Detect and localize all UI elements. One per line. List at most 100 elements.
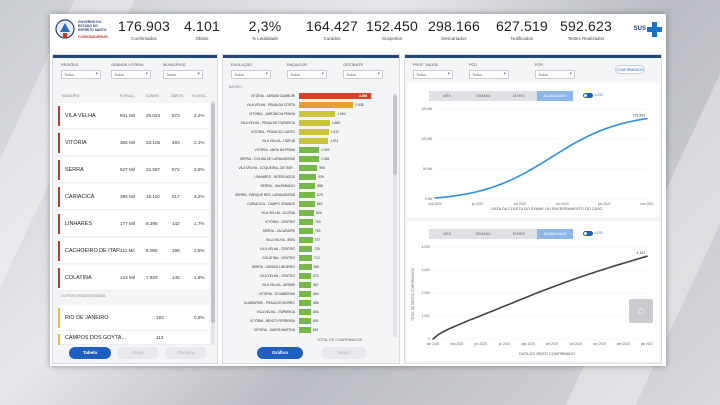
tabela-button[interactable]: Tabela [69, 347, 111, 359]
scrollbar-thumb[interactable] [393, 95, 397, 175]
data-point[interactable] [646, 117, 648, 120]
filter-dropdown[interactable]: Todos [61, 70, 101, 79]
data-point[interactable] [635, 258, 638, 261]
filter-dropdown[interactable]: Todos [413, 70, 453, 79]
mapa-button[interactable]: Mapa [117, 347, 159, 359]
mapa-button[interactable]: Mapa [321, 347, 367, 359]
data-point[interactable] [432, 338, 434, 340]
bar[interactable] [299, 102, 354, 108]
data-point[interactable] [528, 295, 531, 297]
mes-toggle[interactable]: MÊS [429, 229, 465, 239]
table-row[interactable]: SERRA 527 Mil 22.587 572 2,5% [58, 157, 209, 183]
series-line[interactable] [434, 117, 648, 199]
column-header[interactable]: % LETAL... [192, 94, 209, 98]
data-point[interactable] [603, 128, 606, 130]
data-point[interactable] [635, 119, 638, 122]
data-point[interactable] [592, 271, 595, 274]
data-point[interactable] [455, 194, 457, 197]
acumulado-toggle[interactable]: ACUMULADO [537, 91, 573, 101]
data-point[interactable] [614, 124, 616, 127]
data-point[interactable] [625, 121, 627, 124]
log-switch[interactable] [583, 93, 593, 98]
data-point[interactable] [517, 299, 520, 302]
data-point[interactable] [444, 196, 447, 198]
data-point[interactable] [540, 162, 542, 165]
bar[interactable] [299, 309, 312, 315]
data-point[interactable] [614, 265, 616, 267]
data-point[interactable] [646, 255, 648, 258]
column-header[interactable]: CONFIR... [146, 94, 162, 98]
bar[interactable] [299, 237, 313, 243]
bar[interactable] [299, 183, 316, 189]
home-icon[interactable]: ⌂ [629, 299, 653, 323]
filter-prof-saude[interactable]: PROF. SAÚDE Todos [413, 63, 453, 79]
table-row[interactable]: CACHOEIRO DE ITAP... 211 Mil 8.056 198 2,5% [58, 238, 209, 264]
column-header[interactable]: POPULA... [120, 94, 137, 98]
filter-regioes[interactable]: REGIÕES Todos [61, 63, 101, 79]
data-point[interactable] [487, 187, 489, 190]
data-point[interactable] [497, 184, 500, 186]
table-row[interactable]: CAMPOS DOS GOYTA... 113 [58, 331, 209, 345]
data-point[interactable] [572, 143, 574, 146]
filter-dropdown[interactable]: Todos [111, 70, 151, 79]
bar[interactable] [299, 156, 319, 162]
ranking-button[interactable]: Ranking [165, 347, 207, 359]
bar[interactable] [299, 291, 312, 297]
bar[interactable] [299, 147, 320, 153]
bar[interactable] [299, 138, 329, 144]
confirmados-info-button[interactable]: CONFIRMADOS [615, 65, 645, 74]
table-row[interactable]: LINHARES 177 Mil 8.395 142 1,7% [58, 211, 209, 237]
data-point[interactable] [442, 330, 445, 333]
filter-grande-vitoria[interactable]: GRANDE VITÓRIA Todos [111, 63, 151, 79]
data-point[interactable] [549, 286, 552, 289]
data-point[interactable] [434, 197, 436, 199]
filter-dropdown[interactable]: Todos [535, 70, 575, 79]
table-row[interactable]: RIO DE JANEIRO 193 0,5% [58, 305, 209, 331]
mes-toggle[interactable]: MÊS [429, 91, 465, 101]
data-point[interactable] [582, 137, 585, 140]
data-point[interactable] [582, 275, 584, 277]
data-point[interactable] [475, 316, 477, 319]
data-point[interactable] [624, 261, 627, 264]
filter-pcr[interactable]: PCR Todos [535, 63, 575, 79]
bar[interactable] [299, 246, 313, 252]
data-point[interactable] [508, 179, 510, 182]
grafico-button[interactable]: Gráfico [257, 347, 303, 359]
series-line[interactable] [432, 255, 648, 340]
data-point[interactable] [603, 268, 605, 270]
bar[interactable] [299, 129, 329, 135]
data-point[interactable] [485, 312, 488, 315]
diario-toggle[interactable]: DIÁRIO [501, 91, 537, 101]
bar[interactable] [299, 120, 330, 126]
bar[interactable] [299, 264, 312, 270]
semana-toggle[interactable]: SEMANA [465, 91, 501, 101]
filter-evolucao[interactable]: EVOLUÇÃO Todos [231, 63, 271, 79]
table-row[interactable]: VITÓRIA 366 Mil 23.105 493 2,1% [58, 130, 209, 156]
bar[interactable] [299, 255, 313, 261]
table-row[interactable]: VILA VELHA 501 Mil 26.023 573 2,2% [58, 103, 209, 129]
data-point[interactable] [496, 308, 498, 310]
data-point[interactable] [560, 282, 563, 285]
bar[interactable] [299, 282, 312, 288]
filter-gestante[interactable]: GESTANTE Todos [343, 63, 383, 79]
acumulado-toggle[interactable]: ACUMULADO [537, 229, 573, 239]
filter-pcd[interactable]: PCD Todos [469, 63, 509, 79]
filter-dropdown[interactable]: Todos [231, 70, 271, 79]
data-point[interactable] [476, 190, 479, 193]
bar[interactable] [299, 228, 313, 234]
data-point[interactable] [519, 174, 521, 177]
data-point[interactable] [550, 156, 553, 158]
scrollbar-thumb[interactable] [211, 103, 215, 323]
filter-municipios[interactable]: MUNICÍPIOS Todos [163, 63, 203, 79]
table-row[interactable]: CARIACICA 386 Mil 16.110 517 3,2% [58, 184, 209, 210]
bar[interactable] [299, 327, 311, 333]
filter-dropdown[interactable]: Todos [287, 70, 327, 79]
data-point[interactable] [453, 325, 456, 328]
filter-dropdown[interactable]: Todos [469, 70, 509, 79]
data-point[interactable] [529, 169, 532, 171]
filter-dropdown[interactable]: Todos [163, 70, 203, 79]
scrollbar[interactable] [393, 93, 397, 337]
data-point[interactable] [507, 303, 509, 306]
bar[interactable] [299, 210, 315, 216]
bar[interactable] [299, 273, 312, 279]
